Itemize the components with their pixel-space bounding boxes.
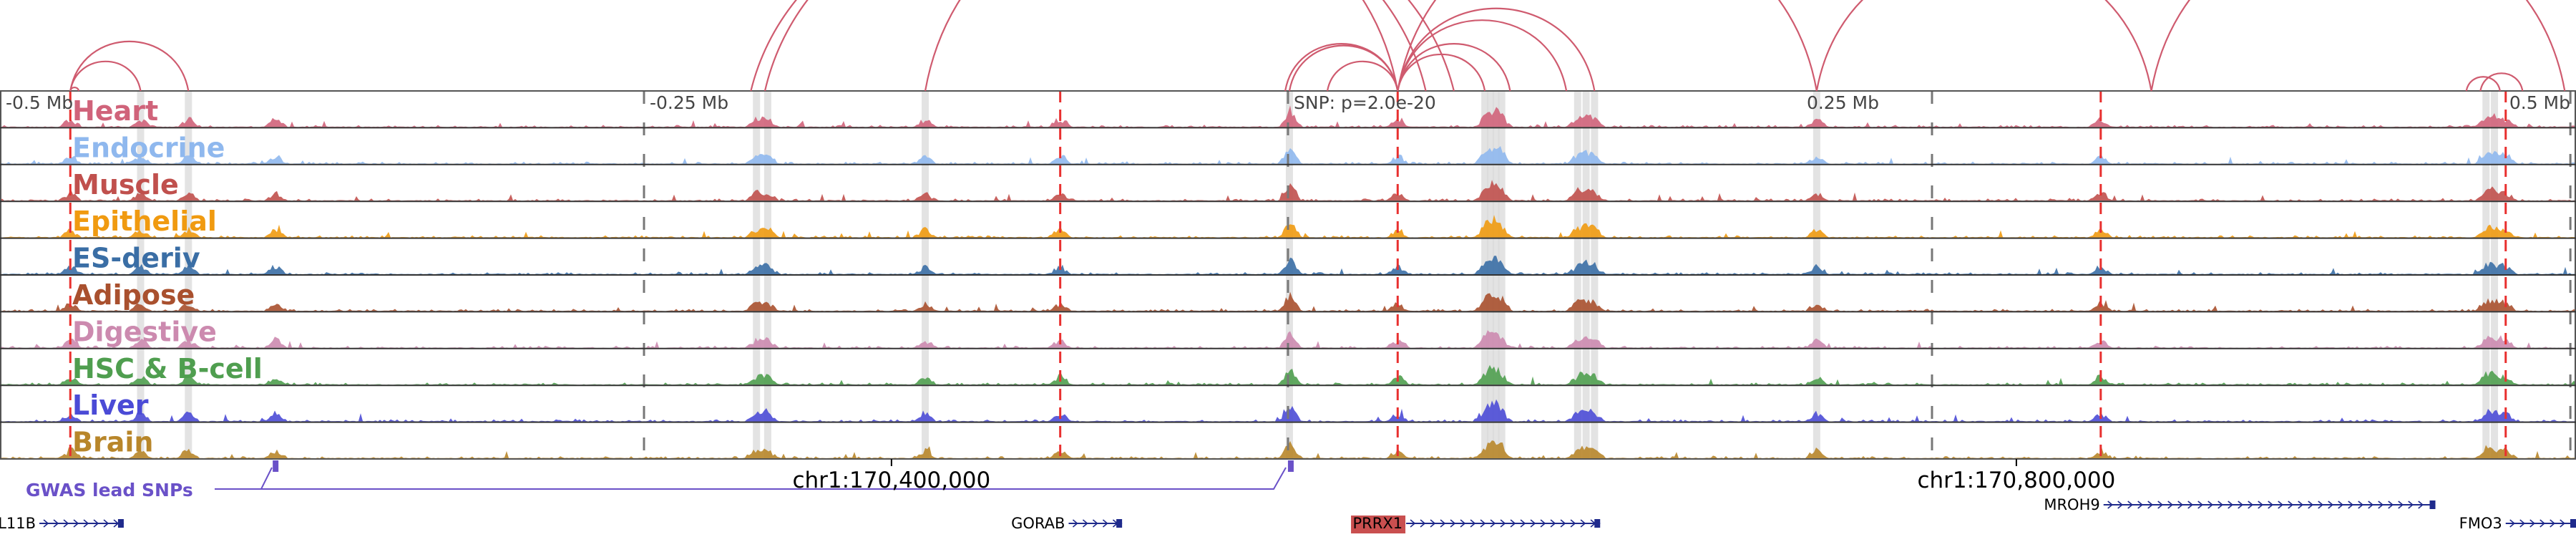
loop-arc-1 [69, 60, 142, 92]
position-label-1: -0.25 Mb [650, 92, 728, 113]
position-labels: -0.5 Mb -0.25 Mb SNP: p=2.0e-20 0.25 Mb 0.5 … [6, 92, 2570, 113]
track-label-8: Liver [72, 390, 149, 421]
gene-exon-2 [1594, 519, 1601, 528]
coord-label-1: chr1:170,800,000 [1917, 468, 2115, 493]
loop-arc-2 [69, 40, 190, 92]
gwas-snp-track: GWAS lead SNPs [26, 460, 1294, 500]
snp-connector-0 [215, 467, 273, 490]
snp-marker-1 [1287, 460, 1294, 472]
chromatin-loops [69, 0, 2566, 92]
track-label-5: Adipose [72, 279, 195, 311]
gene-strand-2 [1410, 519, 1596, 528]
track-label-4: ES-deriv [72, 243, 200, 274]
gene-label-0: ETTL11B [0, 515, 36, 532]
position-label-4: 0.5 Mb [2509, 92, 2570, 113]
marker-lines [69, 91, 2572, 459]
position-label-0: -0.5 Mb [6, 92, 73, 113]
track-frame [0, 90, 2576, 460]
loop-arc-17 [1284, 43, 1399, 92]
gene-exon-4 [2570, 519, 2576, 528]
loop-arc-9 [1397, 43, 1511, 92]
track-label-6: Digestive [72, 316, 217, 347]
gene-exon-3 [2429, 500, 2436, 509]
gene-annotations: ETTL11B GORAB PRRX1 MROH9 FMO3 [0, 496, 2576, 533]
track-label-9: Brain [72, 427, 153, 458]
track-label-3: Epithelial [72, 205, 217, 237]
coord-label-0: chr1:170,400,000 [792, 468, 990, 493]
loop-arc-11 [1288, 44, 1399, 92]
signal-es-deriv [0, 256, 2576, 274]
gene-strand-4 [2509, 519, 2565, 528]
gene-exon-1 [1116, 519, 1123, 528]
snp-marker-0 [273, 460, 279, 472]
coordinate-axis: chr1:170,400,000 chr1:170,800,000 [792, 459, 2115, 493]
loop-arc-14 [2150, 0, 2566, 92]
gene-strand-3 [2107, 500, 2424, 509]
signal-adipose [0, 291, 2576, 311]
track-label-1: Endocrine [72, 132, 225, 163]
track-label-0: Heart [72, 95, 158, 127]
position-label-3: 0.25 Mb [1807, 92, 1879, 113]
loop-arc-15 [2465, 76, 2501, 92]
loop-arc-6 [1397, 0, 1818, 92]
gene-exon-0 [117, 519, 124, 528]
loop-arc-13 [1815, 0, 2152, 92]
signal-digestive [0, 330, 2576, 348]
gene-label-2: PRRX1 [1352, 515, 1402, 532]
track-labels: Heart Endocrine Muscle Epithelial ES-deriv Ad… [72, 95, 263, 458]
gene-strand-0 [43, 519, 119, 528]
signal-heart [0, 105, 2576, 127]
gene-highlight-2 [1351, 516, 1406, 533]
loop-arc-8 [1397, 19, 1568, 92]
gene-label-4: FMO3 [2459, 515, 2502, 532]
track-label-2: Muscle [72, 169, 179, 200]
gwas-track-label: GWAS lead SNPs [26, 480, 193, 500]
loop-arc-16 [2479, 72, 2524, 92]
position-label-2: SNP: p=2.0e-20 [1294, 92, 1436, 113]
loop-arc-10 [1397, 53, 1486, 92]
loop-arc-12 [1326, 60, 1399, 92]
gene-label-1: GORAB [1011, 515, 1065, 532]
gene-strand-1 [1072, 519, 1118, 528]
snp-connector-1 [261, 467, 1287, 490]
loop-arc-7 [1397, 7, 1596, 92]
track-label-7: HSC & B-cell [72, 353, 263, 384]
gene-label-3: MROH9 [2044, 496, 2099, 513]
